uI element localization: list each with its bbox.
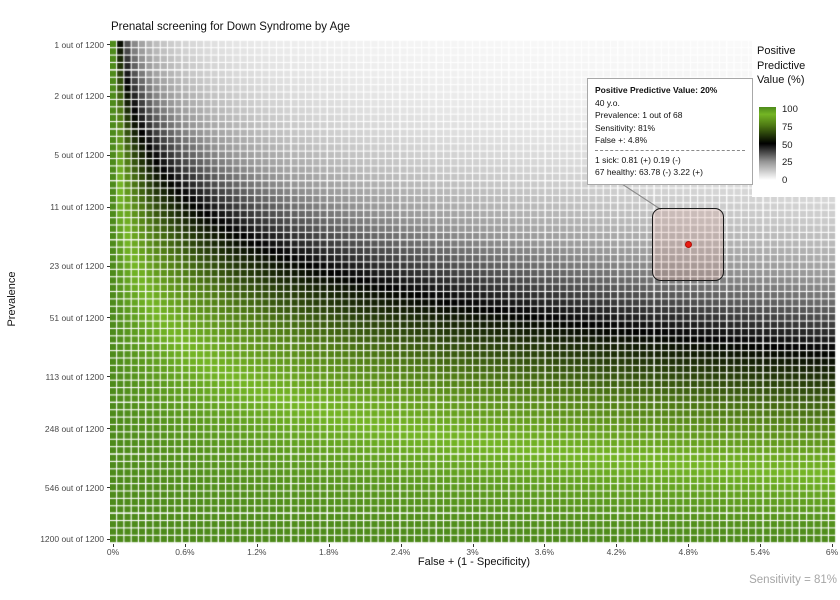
y-tick-label: 546 out of 1200: [44, 482, 104, 493]
x-tick-mark: [184, 543, 186, 547]
x-tick-label: 0%: [106, 547, 120, 557]
legend-tick-label: 75: [782, 121, 793, 133]
legend-title-line: Predictive: [757, 59, 806, 72]
x-tick-label: 1.8%: [319, 547, 339, 557]
tooltip-separator: [595, 149, 745, 151]
x-tick-mark: [256, 543, 258, 547]
x-tick-label: 3%: [466, 547, 479, 557]
tooltip: Positive Predictive Value: 20% 40 y.o. P…: [587, 78, 753, 185]
x-tick-label: 3.6%: [534, 547, 555, 557]
legend-gradient-bar: [759, 107, 776, 180]
legend: Positive Predictive Value (%) 100 75 50 25 0: [752, 40, 840, 197]
y-tick-label: 1 out of 1200: [54, 39, 104, 50]
x-axis-title: False + (1 - Specificity): [417, 556, 531, 568]
x-tick-mark: [616, 543, 618, 547]
y-tick-mark: [106, 44, 110, 45]
x-tick-mark: [544, 543, 546, 547]
x-tick-label: 4.8%: [678, 547, 698, 557]
y-tick-mark: [106, 376, 110, 378]
legend-title-line: Positive: [757, 45, 796, 57]
tooltip-sensitivity: Sensitivity: 81%: [595, 122, 655, 133]
tooltip-age: 40 y.o.: [595, 97, 620, 108]
y-tick-label: 2 out of 1200: [54, 91, 104, 102]
chart-title: Prenatal screening for Down Syndrome by …: [111, 21, 351, 33]
x-tick-mark: [832, 543, 833, 547]
x-tick-mark: [400, 543, 402, 547]
legend-tick-label: 25: [782, 157, 793, 169]
y-tick-mark: [106, 487, 110, 489]
x-tick-label: 0.6%: [175, 547, 195, 557]
x-tick-label: 5.4%: [750, 547, 770, 557]
y-tick-label: 248 out of 1200: [44, 423, 104, 434]
y-tick-mark: [106, 317, 110, 319]
y-tick-label: 113 out of 1200: [45, 371, 104, 382]
legend-tick-label: 0: [782, 175, 788, 186]
legend-title: Positive Predictive Value (%): [757, 44, 805, 88]
x-tick-mark: [113, 543, 114, 547]
y-tick-mark: [106, 154, 110, 156]
y-tick-mark: [106, 428, 110, 430]
x-tick-label: 2.4%: [390, 547, 411, 557]
y-tick-mark: [106, 538, 110, 540]
sensitivity-footnote: Sensitivity = 81%: [749, 574, 837, 586]
legend-tick-labels: 100 75 50 25 0: [782, 104, 822, 186]
x-tick-mark: [472, 543, 474, 547]
x-tick-label: 6%: [825, 547, 839, 557]
tooltip-healthy-line: 67 healthy: 63.78 (-) 3.22 (+): [595, 167, 703, 177]
y-tick-label: 23 out of 1200: [49, 261, 104, 272]
tooltip-sick-line: 1 sick: 0.81 (+) 0.19 (-): [595, 154, 681, 165]
y-tick-label: 5 out of 1200: [54, 150, 104, 161]
selected-point-dot: [684, 240, 692, 248]
x-tick-label: 1.2%: [247, 547, 267, 557]
tooltip-false-positive: False +: 4.8%: [595, 135, 648, 145]
y-tick-mark: [106, 95, 110, 97]
tooltip-title: Positive Predictive Value: 20%: [595, 85, 718, 95]
y-tick-label: 1200 out of 1200: [40, 534, 104, 545]
legend-tick-label: 50: [782, 139, 793, 151]
tooltip-prevalence: Prevalence: 1 out of 68: [595, 110, 683, 120]
y-axis-title: Prevalence: [6, 271, 18, 327]
x-tick-label: 4.2%: [606, 547, 626, 557]
y-tick-label: 11 out of 1200: [50, 202, 104, 213]
x-tick-mark: [760, 543, 762, 547]
legend-tick-label: 100: [782, 104, 798, 115]
y-tick-mark: [106, 206, 110, 208]
legend-title-line: Value (%): [757, 74, 805, 86]
y-tick-label: 51 out of 1200: [49, 312, 104, 323]
x-tick-mark: [328, 543, 330, 547]
y-tick-mark: [106, 265, 110, 267]
x-tick-mark: [688, 543, 690, 547]
